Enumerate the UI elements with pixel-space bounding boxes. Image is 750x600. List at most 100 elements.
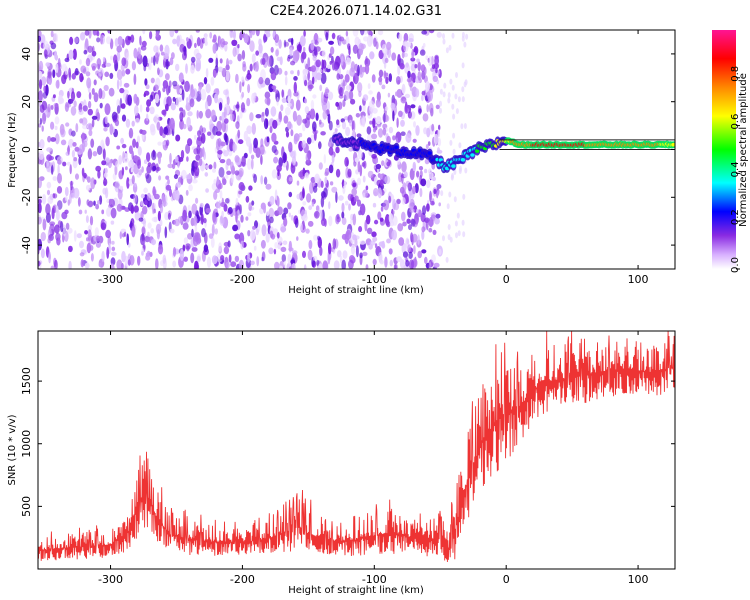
noise-speck <box>144 159 148 164</box>
noise-speck <box>396 117 399 128</box>
noise-speck <box>153 45 159 53</box>
noise-speck <box>109 72 114 79</box>
noise-speck <box>356 177 362 186</box>
noise-speck <box>381 240 385 249</box>
noise-speck <box>424 168 428 174</box>
noise-speck <box>212 125 218 136</box>
noise-speck <box>73 100 77 108</box>
noise-speck <box>375 163 382 170</box>
noise-speck <box>269 126 273 134</box>
noise-speck <box>312 49 318 59</box>
y-tick-label: 1500 <box>20 367 33 395</box>
noise-speck <box>212 69 217 78</box>
noise-speck <box>84 262 90 269</box>
noise-speck <box>392 135 396 141</box>
noise-speck <box>80 32 86 41</box>
x-tick-label: -300 <box>98 273 123 286</box>
x-tick-label: -100 <box>362 273 387 286</box>
noise-speck <box>418 108 422 114</box>
noise-speck <box>256 256 260 267</box>
noise-speck <box>250 229 256 241</box>
noise-speck <box>320 196 325 208</box>
noise-speck <box>304 172 309 179</box>
noise-speck <box>260 239 266 249</box>
noise-speck <box>69 164 72 175</box>
noise-speck <box>308 239 313 250</box>
noise-speck <box>411 48 415 61</box>
noise-speck <box>52 69 56 78</box>
noise-speck <box>303 30 306 37</box>
noise-speck <box>199 84 203 90</box>
noise-speck <box>407 183 411 189</box>
noise-speck <box>152 165 157 171</box>
noise-speck <box>143 187 148 194</box>
noise-speck <box>195 30 200 33</box>
noise-speck <box>426 104 430 113</box>
noise-speck <box>415 208 419 214</box>
noise-speck <box>438 202 442 207</box>
noise-speck <box>162 87 166 93</box>
noise-speck <box>285 131 290 138</box>
noise-speck <box>251 53 256 64</box>
noise-speck <box>419 187 423 198</box>
noise-speck <box>296 236 299 241</box>
noise-speck <box>395 76 401 85</box>
noise-speck <box>55 209 60 221</box>
snr-y-label: SNR (10 * v/v) <box>7 414 18 485</box>
noise-speck <box>365 238 370 246</box>
noise-speck <box>397 53 401 66</box>
noise-speck <box>123 82 130 88</box>
noise-speck <box>246 125 253 135</box>
noise-speck <box>249 112 254 122</box>
noise-speck <box>302 118 308 124</box>
noise-speck <box>198 110 203 119</box>
noise-speck <box>352 182 357 188</box>
y-tick-label: 40 <box>20 47 33 61</box>
noise-speck <box>194 42 197 49</box>
noise-speck <box>49 162 53 167</box>
colorbar-tick-label: 0.2 <box>730 209 741 225</box>
noise-speck <box>362 192 366 199</box>
noise-speck <box>299 35 306 47</box>
noise-speck <box>105 157 110 163</box>
noise-speck <box>184 80 190 93</box>
noise-speck <box>149 31 153 40</box>
noise-speck <box>217 137 222 147</box>
noise-speck <box>116 259 123 269</box>
noise-speck <box>91 88 95 95</box>
noise-speck <box>457 96 461 103</box>
noise-speck <box>246 72 252 80</box>
noise-speck <box>45 84 49 96</box>
noise-speck <box>359 203 366 216</box>
noise-speck <box>421 30 428 35</box>
noise-speck <box>378 69 384 78</box>
noise-speck <box>224 42 228 52</box>
noise-speck <box>424 256 428 264</box>
noise-speck <box>265 183 272 190</box>
y-tick-label: 20 <box>20 95 33 109</box>
noise-speck <box>416 58 420 63</box>
noise-speck <box>255 114 262 119</box>
noise-speck <box>375 99 381 108</box>
noise-speck <box>372 236 378 242</box>
noise-speck <box>153 55 156 66</box>
noise-speck <box>408 38 414 43</box>
noise-speck <box>74 146 80 152</box>
noise-speck <box>304 98 307 104</box>
noise-speck <box>146 99 152 107</box>
noise-speck <box>58 94 63 105</box>
noise-speck <box>349 67 356 77</box>
noise-speck <box>327 91 334 101</box>
noise-speck <box>315 112 319 122</box>
noise-speck <box>147 58 151 70</box>
noise-speck <box>353 195 357 202</box>
noise-speck <box>171 52 175 60</box>
noise-speck <box>241 50 246 60</box>
noise-speck <box>209 119 213 131</box>
noise-speck <box>174 189 180 201</box>
noise-speck <box>103 84 109 92</box>
x-tick-label: -300 <box>98 573 123 586</box>
noise-speck <box>302 250 306 258</box>
spectrogram-marks <box>38 30 675 269</box>
